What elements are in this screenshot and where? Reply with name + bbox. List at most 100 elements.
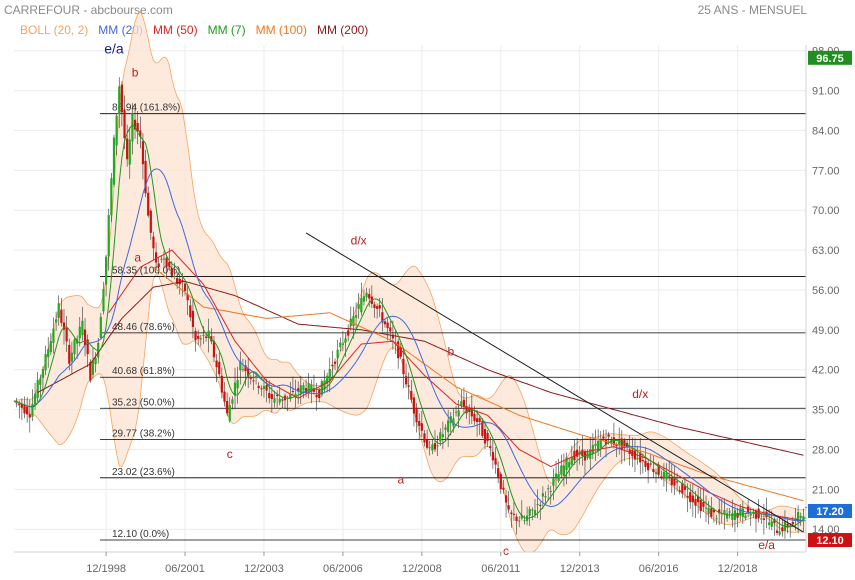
candle-body [249, 378, 252, 380]
candle-body [652, 469, 655, 473]
candle-body [702, 502, 705, 507]
y-tick-label: 56.00 [812, 285, 840, 297]
candle-body [744, 515, 747, 519]
candle-body [320, 381, 323, 395]
candle-body [265, 385, 268, 391]
candle-body [47, 349, 50, 358]
candle-body [315, 394, 318, 398]
candle-body [268, 392, 271, 399]
candle-body [670, 478, 673, 485]
candle-body [126, 138, 129, 160]
candle-body [533, 510, 537, 515]
candle-body [89, 362, 92, 381]
candle-body [718, 509, 721, 514]
candle-body [226, 401, 229, 414]
candle-body [752, 511, 755, 513]
candle-body [381, 312, 384, 323]
high-price-marker-label: 96.75 [816, 53, 844, 65]
last-price-marker-box [808, 503, 852, 518]
candle-body [649, 463, 652, 465]
candle-body [189, 305, 192, 318]
candle-body [444, 427, 447, 430]
candle-body [686, 495, 689, 498]
candle-body [241, 369, 245, 371]
ma100-line [153, 266, 804, 502]
candle-body [554, 473, 558, 478]
candle-body [507, 505, 510, 510]
candle-body [607, 434, 610, 437]
candle-body [60, 309, 63, 323]
y-tick-label: 84.00 [812, 125, 840, 137]
candle-body [402, 358, 405, 375]
fibonacci-label: 29.77 (38.2%) [112, 428, 175, 439]
candle-body [373, 304, 376, 309]
candle-body [557, 474, 560, 482]
ma50-line [108, 249, 804, 522]
candle-body [426, 439, 429, 448]
candle-body [741, 508, 744, 518]
wave-label: b [132, 65, 139, 79]
candle-body [668, 475, 671, 477]
candle-body [20, 403, 23, 408]
candle-body [376, 306, 379, 309]
candle-body [176, 278, 179, 284]
candle-body [83, 329, 87, 346]
candle-body [78, 326, 81, 339]
ma7-line [13, 124, 807, 528]
candle-body [86, 339, 89, 355]
candle-body [639, 452, 642, 463]
candle-body [239, 361, 242, 371]
candle-body [252, 380, 255, 382]
candle-body [152, 236, 155, 249]
wave-label: e/a [758, 538, 775, 552]
y-tick-label: 35.00 [812, 405, 840, 417]
candle-body [210, 336, 213, 342]
candle-body [460, 401, 463, 406]
candle-body [236, 379, 239, 389]
candle-body [344, 338, 347, 343]
legend-item: BOLL (20, 2) [20, 23, 89, 37]
candle-body [562, 465, 566, 476]
candle-body [539, 504, 542, 506]
candle-body [33, 393, 37, 405]
candle-body [728, 511, 731, 513]
candle-body [244, 365, 247, 372]
candle-body [536, 504, 539, 506]
candle-body [191, 310, 195, 328]
candle-body [41, 369, 45, 379]
wave-label: b [447, 344, 454, 358]
candle-body [683, 486, 687, 490]
candle-body [473, 413, 476, 421]
candle-body [439, 432, 442, 442]
candle-body [749, 514, 752, 516]
candle-body [407, 385, 410, 387]
candle-body [328, 368, 331, 381]
candle-body [289, 394, 292, 400]
candle-body [712, 509, 716, 513]
y-tick-label: 42.00 [812, 365, 840, 377]
candle-body [433, 443, 437, 450]
candle-body [689, 492, 692, 503]
candle-body [420, 423, 423, 431]
candle-body [110, 178, 113, 216]
candle-body [478, 418, 481, 422]
candle-body [149, 210, 152, 233]
candle-body [347, 330, 350, 336]
candle-body [368, 293, 371, 299]
y-tick-label: 49.00 [812, 325, 840, 337]
candle-body [215, 360, 218, 368]
candle-body [552, 478, 555, 486]
candle-body [28, 414, 31, 418]
candle-body [44, 353, 47, 371]
candle-body [170, 268, 173, 277]
candle-body [262, 386, 266, 389]
candle-body [773, 519, 776, 523]
candle-body [207, 330, 210, 339]
candle-body [399, 347, 402, 357]
candle-body [391, 334, 394, 339]
candle-body [565, 457, 568, 471]
candle-body [739, 508, 742, 516]
candle-body [54, 319, 58, 323]
candle-body [594, 443, 597, 446]
